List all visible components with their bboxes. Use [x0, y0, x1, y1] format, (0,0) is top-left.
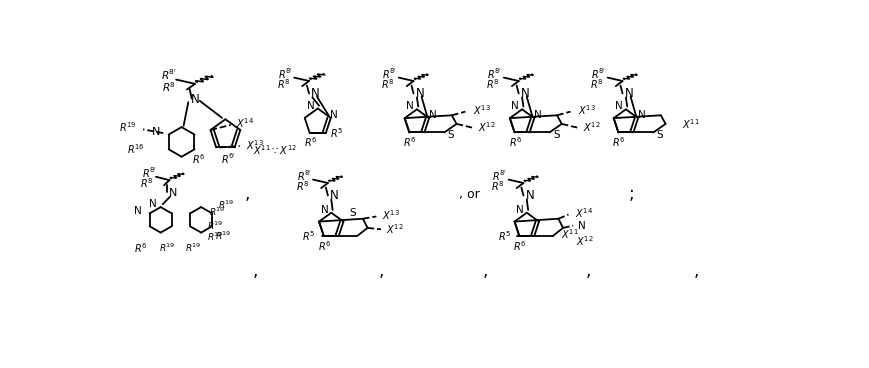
- Text: N: N: [152, 127, 161, 137]
- Text: N: N: [534, 110, 541, 120]
- Text: $R^{6}$: $R^{6}$: [191, 152, 205, 166]
- Text: $X^{14}$: $X^{14}$: [236, 116, 255, 130]
- Text: S: S: [349, 208, 355, 217]
- Text: $R^{19}$: $R^{19}$: [119, 121, 137, 134]
- Text: N: N: [521, 87, 529, 100]
- Text: N: N: [637, 110, 645, 120]
- Text: $R^{6}$: $R^{6}$: [304, 135, 317, 149]
- Text: N: N: [614, 102, 622, 112]
- Text: N: N: [190, 93, 199, 106]
- Text: $R^{8}$: $R^{8}$: [276, 78, 289, 91]
- Text: , or: , or: [459, 188, 480, 201]
- Text: S: S: [448, 130, 454, 140]
- Text: ,: ,: [481, 262, 488, 280]
- Text: $R^{8}$: $R^{8}$: [163, 80, 176, 93]
- Text: N: N: [511, 102, 519, 112]
- Text: $X^{11}$: $X^{11}$: [681, 117, 700, 131]
- Text: $R^{8}$: $R^{8}$: [490, 180, 504, 193]
- Text: $R^{8}$: $R^{8}$: [295, 180, 308, 193]
- Text: N: N: [428, 110, 436, 120]
- Text: $R^{8'}$: $R^{8'}$: [487, 67, 502, 81]
- Text: S: S: [656, 130, 663, 140]
- Text: N: N: [415, 87, 424, 100]
- Text: $R^{8'}$: $R^{8'}$: [277, 67, 293, 81]
- Text: $R^{6}$: $R^{6}$: [403, 135, 416, 149]
- Text: $R^{6}$: $R^{6}$: [317, 239, 331, 253]
- Text: $X^{13}$: $X^{13}$: [381, 208, 400, 222]
- Text: ,: ,: [253, 262, 258, 280]
- Text: ,: ,: [586, 262, 591, 280]
- Text: N: N: [525, 189, 534, 202]
- Text: $R^{8'}$: $R^{8'}$: [296, 169, 311, 183]
- Text: $R^{8'}$: $R^{8'}$: [492, 169, 507, 183]
- Text: $R^{8}$: $R^{8}$: [589, 78, 603, 91]
- Text: N: N: [406, 102, 414, 112]
- Text: $R^{8'}$: $R^{8'}$: [591, 67, 606, 81]
- Text: $R^{8'}$: $R^{8'}$: [162, 68, 177, 82]
- Text: N: N: [133, 206, 141, 216]
- Text: $X^{11}$: $X^{11}$: [561, 227, 578, 241]
- Text: N: N: [624, 87, 633, 100]
- Text: $R^{6'}$: $R^{6'}$: [221, 152, 236, 166]
- Text: $R^{19}$: $R^{19}$: [184, 241, 201, 254]
- Text: $X^{12}$: $X^{12}$: [385, 222, 403, 236]
- Text: ,: ,: [244, 185, 249, 204]
- Text: N: N: [577, 221, 585, 231]
- Text: ,: ,: [693, 262, 699, 280]
- Text: $R^{6}$: $R^{6}$: [612, 135, 625, 149]
- Text: N: N: [515, 205, 523, 215]
- Text: $R^{6}$: $R^{6}$: [134, 241, 147, 255]
- Text: $R^{5}$: $R^{5}$: [329, 126, 343, 140]
- Text: S: S: [553, 130, 559, 140]
- Text: $R^{19}$: $R^{19}$: [207, 231, 223, 243]
- Text: N: N: [321, 205, 328, 215]
- Text: $R^{5}$: $R^{5}$: [497, 229, 511, 243]
- Text: N: N: [149, 199, 156, 209]
- Text: $R^{19}$: $R^{19}$: [159, 241, 176, 254]
- Text: N: N: [169, 188, 177, 198]
- Text: $R^{6}$: $R^{6}$: [513, 239, 526, 253]
- Text: $R^{5}$: $R^{5}$: [302, 229, 315, 243]
- Text: $X^{14}$: $X^{14}$: [574, 206, 593, 220]
- Text: $R^{19}$: $R^{19}$: [209, 206, 225, 218]
- Text: $X^{13}$: $X^{13}$: [246, 138, 264, 152]
- Text: $R^{19}$: $R^{19}$: [215, 229, 231, 242]
- Text: N: N: [311, 87, 320, 100]
- Text: N: N: [330, 189, 339, 202]
- Text: $R^{19}$: $R^{19}$: [218, 199, 235, 211]
- Text: $X^{12}$: $X^{12}$: [576, 234, 594, 248]
- Text: ;: ;: [627, 185, 634, 204]
- Text: $X^{12}$: $X^{12}$: [477, 121, 495, 134]
- Text: $R^{6}$: $R^{6}$: [508, 135, 521, 149]
- Text: $R^{8'}$: $R^{8'}$: [142, 166, 156, 180]
- Text: $R^{16}$: $R^{16}$: [127, 142, 145, 156]
- Text: $X^{12}$: $X^{12}$: [582, 121, 600, 134]
- Text: $R^{8'}$: $R^{8'}$: [381, 67, 397, 81]
- Text: $R^{8}$: $R^{8}$: [140, 177, 154, 191]
- Text: N: N: [307, 101, 315, 111]
- Text: N: N: [330, 110, 338, 120]
- Text: $X^{13}$: $X^{13}$: [577, 104, 595, 117]
- Text: $X^{13}$: $X^{13}$: [472, 104, 490, 117]
- Text: $X^{11}{\because}X^{12}$: $X^{11}{\because}X^{12}$: [253, 144, 297, 157]
- Text: $R^{8}$: $R^{8}$: [381, 78, 395, 91]
- Text: $R^{8}$: $R^{8}$: [486, 78, 499, 91]
- Text: ,: ,: [379, 262, 384, 280]
- Text: $R^{19}$: $R^{19}$: [207, 220, 223, 233]
